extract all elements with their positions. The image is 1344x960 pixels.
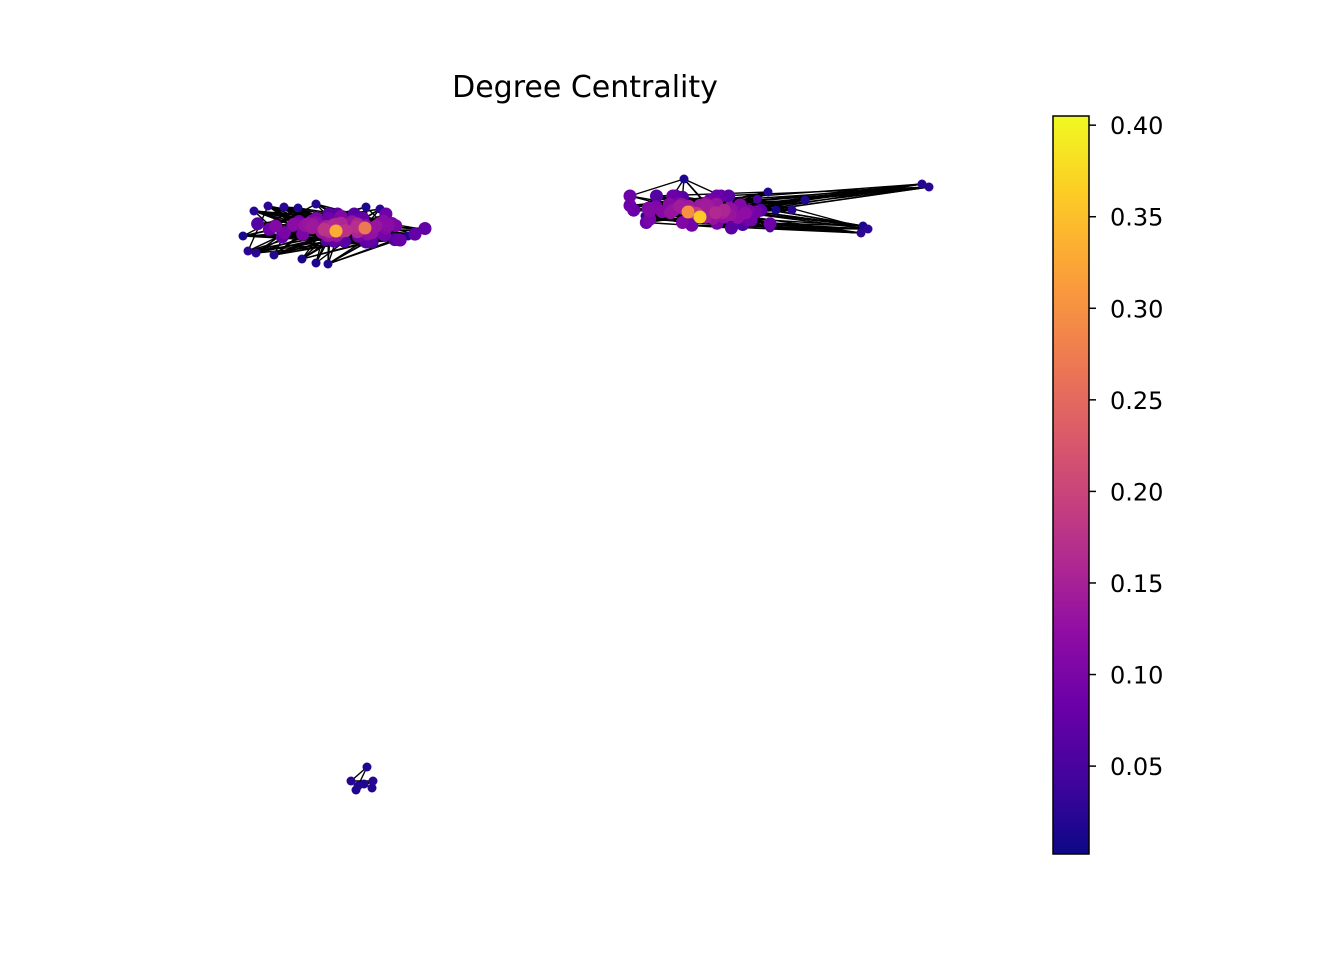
colorbar-tick-label: 0.10 <box>1110 662 1163 690</box>
network-node <box>418 222 432 235</box>
network-node <box>679 174 689 184</box>
network-node <box>339 224 353 238</box>
colorbar-gradient <box>1053 116 1089 854</box>
edges-layer <box>242 178 930 791</box>
network-edge <box>757 198 793 211</box>
network-node <box>269 219 283 233</box>
colorbar: 0.05 0.10 0.15 0.20 0.25 0.30 0.35 0.40 <box>1052 112 1163 855</box>
network-node <box>724 221 738 235</box>
colorbar-frame <box>1052 115 1090 855</box>
network-edge <box>301 241 367 260</box>
network-node <box>771 205 781 215</box>
network-node <box>362 762 372 772</box>
network-node <box>917 179 927 189</box>
network-node <box>623 199 637 212</box>
nodes-layer <box>238 174 934 795</box>
network-node <box>323 259 333 269</box>
network-node <box>368 776 378 786</box>
network-node <box>763 217 777 231</box>
network-node <box>249 206 259 216</box>
network-node <box>263 201 273 211</box>
colorbar-tick-label: 0.05 <box>1110 753 1163 781</box>
network-node <box>787 205 797 215</box>
network-edge <box>275 203 317 227</box>
network-node <box>269 250 279 260</box>
network-node <box>353 781 363 791</box>
network-node <box>358 221 372 235</box>
network-node <box>408 227 422 241</box>
colorbar-ticks: 0.05 0.10 0.15 0.20 0.25 0.30 0.35 0.40 <box>1089 112 1163 781</box>
network-node <box>279 202 289 212</box>
network-node <box>346 776 356 786</box>
colorbar-tick-label: 0.20 <box>1110 478 1163 506</box>
network-node <box>311 258 321 268</box>
network-node <box>381 218 395 232</box>
colorbar-tick-label: 0.30 <box>1110 295 1163 323</box>
network-node <box>681 205 695 219</box>
network-node <box>278 226 291 240</box>
chart-title: Degree Centrality <box>452 70 718 105</box>
network-node <box>287 217 301 231</box>
network-node <box>297 254 307 264</box>
network-node <box>643 204 657 218</box>
network-node <box>243 246 253 256</box>
network-node <box>238 231 248 241</box>
network-node <box>293 203 303 213</box>
network-node <box>763 187 773 197</box>
network-node <box>623 189 637 203</box>
network-node <box>251 217 265 231</box>
network-node <box>361 202 371 212</box>
network-node <box>863 224 873 234</box>
network-node <box>329 224 343 238</box>
network-node <box>676 216 689 229</box>
colorbar-tick-label: 0.15 <box>1110 570 1163 598</box>
network-node <box>367 783 377 793</box>
network-node <box>800 195 810 205</box>
network-node <box>305 221 319 235</box>
network-edge <box>745 212 869 230</box>
colorbar-tick-label: 0.40 <box>1110 112 1163 140</box>
network-node <box>311 199 321 209</box>
network-node <box>752 194 762 204</box>
colorbar-tick-label: 0.25 <box>1110 387 1163 415</box>
network-node <box>251 248 261 258</box>
colorbar-tick-label: 0.35 <box>1110 204 1163 232</box>
network-node <box>709 206 722 220</box>
network-node <box>369 219 383 233</box>
network-edge <box>629 178 685 197</box>
network-node <box>392 233 406 247</box>
network-node <box>693 210 707 224</box>
network-node <box>317 222 331 236</box>
network-node <box>650 189 663 203</box>
network-node <box>924 182 934 192</box>
network-node <box>856 228 866 238</box>
